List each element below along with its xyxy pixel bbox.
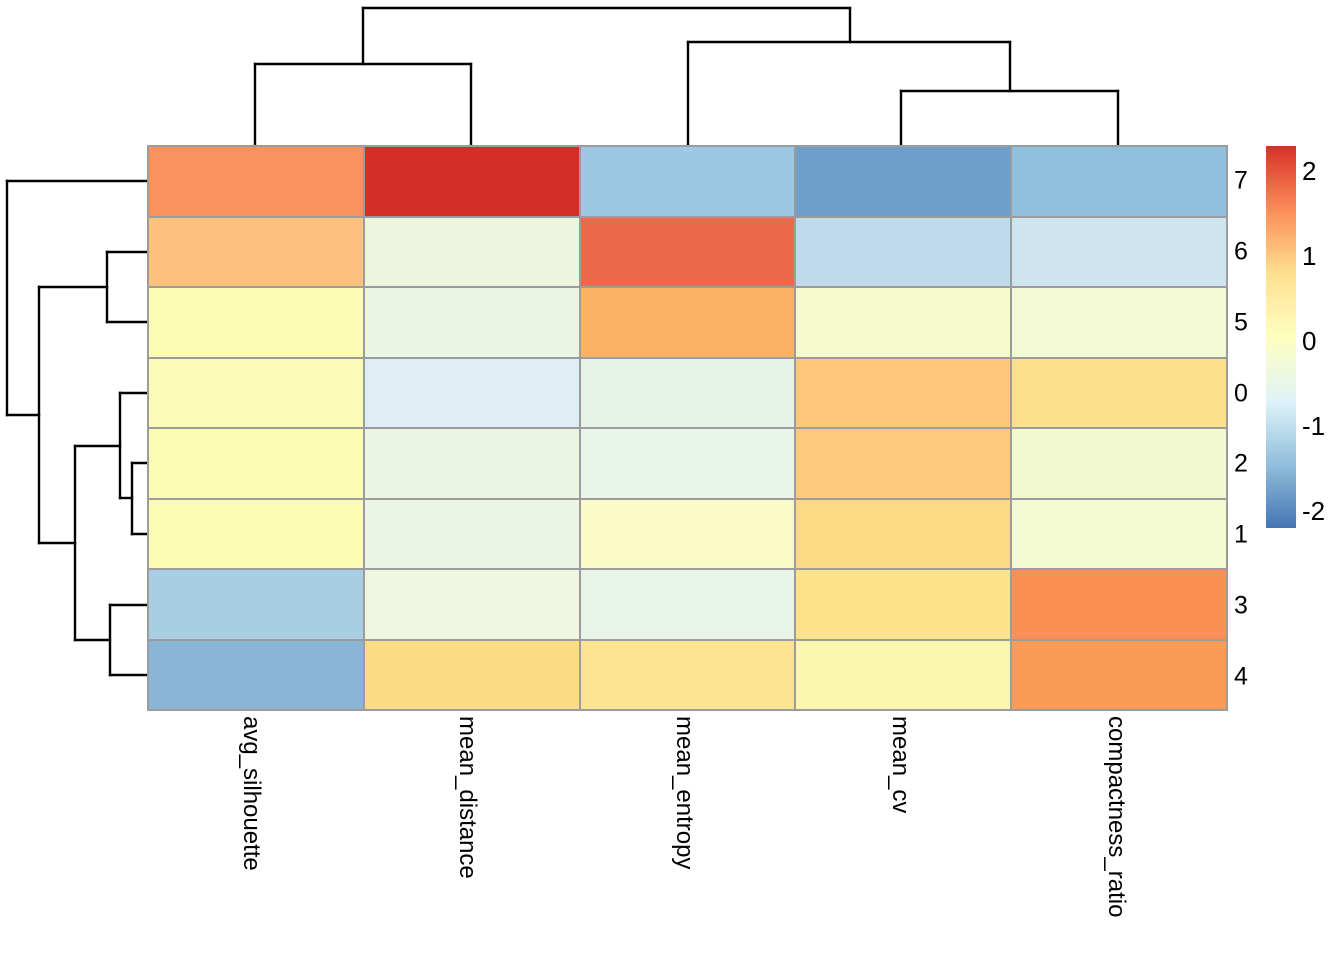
heatmap-cell (1012, 147, 1226, 216)
heatmap-cell (796, 288, 1011, 357)
heatmap-cell (580, 358, 795, 427)
heatmap-cell (796, 358, 1011, 427)
heatmap-cell (1012, 499, 1226, 568)
colorbar-tick-label: 2 (1302, 156, 1317, 187)
heatmap-cell (364, 147, 579, 216)
heatmap-cell (1012, 288, 1226, 357)
row-label: 3 (1234, 591, 1248, 620)
row-label: 4 (1234, 662, 1248, 691)
heatmap-cell (796, 147, 1011, 216)
row-label: 7 (1234, 166, 1248, 195)
heatmap-cell (1012, 570, 1226, 639)
row-label: 1 (1234, 520, 1248, 549)
heatmap-cell (149, 217, 363, 286)
heatmap-cell (580, 147, 795, 216)
colorbar (1266, 146, 1296, 528)
heatmap-cell (1012, 217, 1226, 286)
heatmap-cell (580, 429, 795, 498)
heatmap-cell (364, 429, 579, 498)
heatmap-cell (1012, 429, 1226, 498)
heatmap-cell (580, 288, 795, 357)
heatmap-cell (1012, 640, 1226, 709)
column-label: mean_entropy (670, 716, 698, 870)
heatmap-cell (364, 217, 579, 286)
column-dendrogram (253, 6, 1120, 147)
row-label: 0 (1234, 379, 1248, 408)
heatmap-cell (796, 499, 1011, 568)
heatmap-cell (796, 570, 1011, 639)
heatmap-cell (364, 640, 579, 709)
colorbar-tick-label: -1 (1302, 411, 1326, 442)
heatmap-cell (580, 570, 795, 639)
heatmap-cell (149, 358, 363, 427)
heatmap-cell (149, 570, 363, 639)
column-label: compactness_ratio (1102, 716, 1130, 918)
row-label: 5 (1234, 308, 1248, 337)
heatmap-cell (580, 499, 795, 568)
heatmap-cell (364, 288, 579, 357)
heatmap-cell (364, 570, 579, 639)
heatmap-cell (796, 640, 1011, 709)
colorbar-tick-label: 0 (1302, 326, 1317, 357)
row-label: 6 (1234, 237, 1248, 266)
colorbar-tick-label: -2 (1302, 496, 1326, 527)
heatmap-grid (147, 145, 1228, 711)
heatmap-cell (580, 640, 795, 709)
heatmap-cell (796, 217, 1011, 286)
column-label: avg_silhouette (238, 716, 266, 871)
heatmap-cell (149, 288, 363, 357)
heatmap-cell (149, 499, 363, 568)
column-label: mean_distance (454, 716, 482, 879)
heatmap-cell (796, 429, 1011, 498)
row-label: 2 (1234, 449, 1248, 478)
heatmap-cell (149, 640, 363, 709)
heatmap-cell (149, 429, 363, 498)
heatmap-cell (364, 499, 579, 568)
heatmap-cell (149, 147, 363, 216)
colorbar-tick-label: 1 (1302, 241, 1317, 272)
column-label: mean_cv (886, 716, 914, 814)
heatmap-cell (580, 217, 795, 286)
heatmap-cell (1012, 358, 1226, 427)
heatmap-cell (364, 358, 579, 427)
row-dendrogram (5, 179, 149, 677)
